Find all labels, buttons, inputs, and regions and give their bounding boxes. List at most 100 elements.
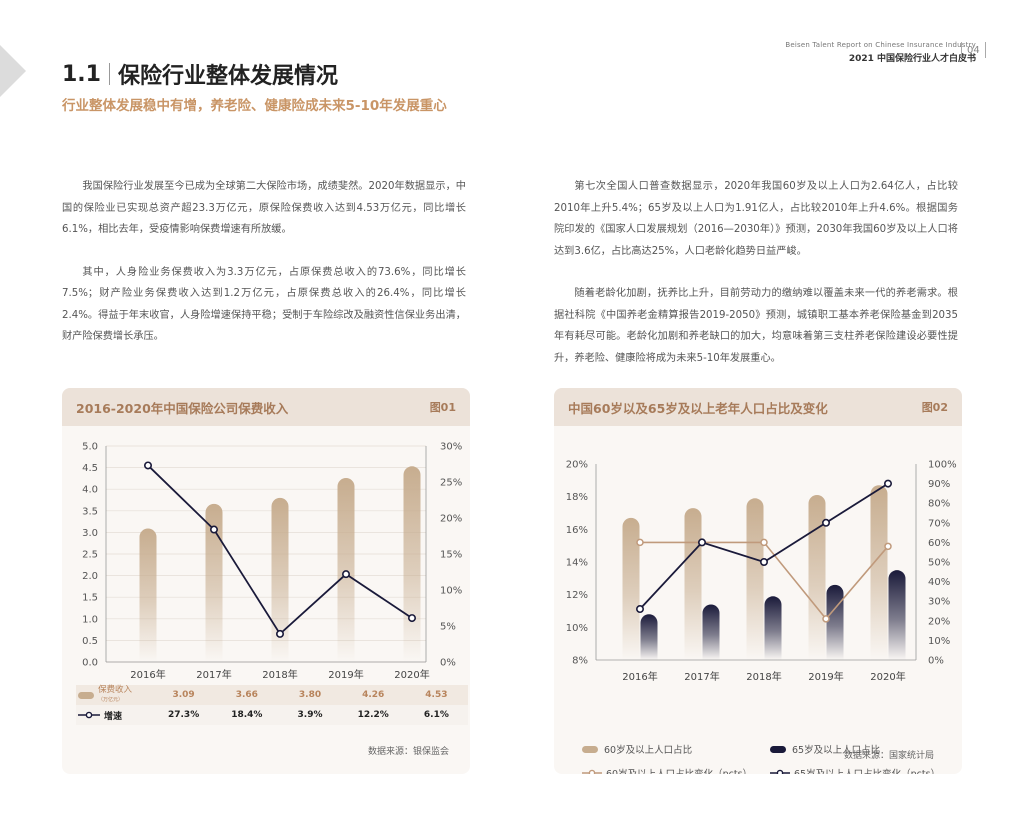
figure-1-chart: 5.0 4.5 4.0 3.5 3.0 2.5 2.0 1.5 1.0 0.5 0.0 30% 25% 2… <box>82 442 462 682</box>
y-tick-label: 20% <box>566 460 588 471</box>
divider <box>984 42 986 58</box>
bar-65 <box>702 604 720 660</box>
y-tick-label: 18% <box>566 492 588 503</box>
legend-swatch <box>582 745 598 753</box>
report-header: Beisen Talent Report on Chinese Insuranc… <box>785 41 976 64</box>
bar-60 <box>746 498 764 660</box>
line-65-point <box>883 479 892 488</box>
x-tick-label: 2019年 <box>328 668 363 681</box>
y2-tick-label: 40% <box>928 577 950 588</box>
bar-60 <box>684 508 702 660</box>
y2-tick-label: 50% <box>928 558 950 569</box>
bar <box>139 528 157 662</box>
line-swatch-icon <box>582 769 602 774</box>
figure-1-source: 数据来源：银保监会 <box>368 747 450 757</box>
legend-item: 65岁及以上人口占比变化（pcts） <box>770 766 940 774</box>
figure-2-header: 中国60岁以及65岁及以上老年人口占比及变化 图02 <box>554 388 962 426</box>
y2-tick-label: 70% <box>928 518 950 529</box>
figure-2-source: 数据来源：国家统计局 <box>844 751 935 761</box>
line-65-point <box>636 605 645 614</box>
x-tick-label: 2020年 <box>870 670 905 683</box>
y2-tick-label: 30% <box>440 442 462 453</box>
report-title-en: Beisen Talent Report on Chinese Insuranc… <box>785 41 976 49</box>
page-number: 04 <box>956 42 991 58</box>
table-cell: 4.26 <box>362 690 385 700</box>
y-tick-label: 12% <box>566 590 588 601</box>
corner-decoration <box>0 45 26 97</box>
figure-1-table: 保费收入 （万亿元） 3.09 3.66 3.80 4.26 4.53 增速 2… <box>76 685 468 725</box>
line-65-point <box>698 538 707 547</box>
table-cell: 18.4% <box>231 710 263 720</box>
y2-tick-label: 100% <box>928 460 957 471</box>
x-tick-label: 2017年 <box>684 670 719 683</box>
paragraph: 第七次全国人口普查数据显示，2020年我国60岁及以上人口为2.64亿人，占比较… <box>554 181 958 257</box>
table-cell: 4.53 <box>425 690 448 700</box>
line-60-point <box>822 615 830 623</box>
line-60-point <box>884 542 892 551</box>
bar <box>271 497 289 662</box>
page-number-text: 04 <box>967 44 980 56</box>
growth-point <box>341 570 350 579</box>
x-tick-label: 2016年 <box>130 668 165 681</box>
divider <box>961 42 962 58</box>
growth-label: 增速 <box>104 711 123 722</box>
line-65-point <box>760 558 769 567</box>
section-heading: 1.1 保险行业整体发展情况 <box>62 58 338 90</box>
figure-2-label: 图02 <box>921 401 948 414</box>
table-cell: 3.66 <box>235 690 258 700</box>
bar-65 <box>888 570 906 660</box>
line-swatch-icon <box>78 711 100 719</box>
growth-point <box>407 614 416 623</box>
paragraph: 我国保险行业发展至今已成为全球第二大保险市场，成绩斐然。2020年数据显示，中国… <box>62 181 466 235</box>
bar-60 <box>870 485 888 660</box>
y2-tick-label: 20% <box>928 616 950 627</box>
figure-2-card: 中国60岁以及65岁及以上老年人口占比及变化 图02 20% 18% 16% 14% 1… <box>554 388 962 774</box>
figure-2-chart: 20% 18% 16% 14% 12% 10% 8% 100% 90% 80% 70% 60% 50% 4… <box>566 460 957 684</box>
paragraph: 随着老龄化加剧，抚养比上升，目前劳动力的缴纳难以覆盖未来一代的养老需求。根据社科… <box>554 288 958 364</box>
table-cell: 27.3% <box>167 710 200 720</box>
y2-tick-label: 15% <box>440 550 462 561</box>
line-65-point <box>821 518 830 527</box>
figure-1-label: 图01 <box>429 401 456 414</box>
legend-item: 60岁及以上人口占比变化（pcts） <box>582 766 752 774</box>
y-tick-label: 1.0 <box>82 614 98 625</box>
legend-swatch <box>770 745 786 753</box>
y2-tick-label: 25% <box>440 478 462 489</box>
premium-label: 保费收入 <box>98 684 133 695</box>
figure-1-card: 2016-2020年中国保险公司保费收入 图01 5.0 4.5 4.0 3.5 3.0… <box>62 388 470 774</box>
y2-tick-label: 20% <box>440 514 462 525</box>
y2-tick-label: 10% <box>440 586 462 597</box>
x-tick-label: 2018年 <box>262 668 297 681</box>
report-title-cn: 2021 中国保险行业人才白皮书 <box>848 54 976 64</box>
growth-point <box>210 525 219 534</box>
bar-60 <box>622 517 640 660</box>
growth-key: 增速 <box>76 709 152 722</box>
y-tick-label: 4.0 <box>82 485 98 496</box>
section-number: 1.1 <box>62 61 101 87</box>
table-row-growth: 增速 27.3% 18.4% 3.9% 12.2% 6.1% <box>76 705 468 725</box>
y2-tick-label: 90% <box>928 479 950 490</box>
growth-point <box>144 461 153 470</box>
section-subtitle: 行业整体发展稳中有增，养老险、健康险成未来5-10年发展重心 <box>62 98 447 114</box>
y2-tick-label: 0% <box>928 656 944 667</box>
line-60 <box>640 541 889 621</box>
table-cell: 3.09 <box>172 690 195 700</box>
y2-tick-label: 10% <box>928 636 950 647</box>
y2-tick-label: 80% <box>928 499 950 510</box>
table-cell: 12.2% <box>357 710 389 720</box>
legend-label: 65岁及以上人口占比 <box>792 745 881 756</box>
figure-2-title: 中国60岁以及65岁及以上老年人口占比及变化 <box>568 400 828 416</box>
bar <box>403 466 421 662</box>
bar-65 <box>640 614 658 660</box>
table-cell: 6.1% <box>423 710 449 720</box>
bar-65 <box>764 596 782 660</box>
table-cell: 3.80 <box>298 690 322 700</box>
line-60-point <box>636 538 644 547</box>
figure-1-title: 2016-2020年中国保险公司保费收入 <box>76 400 289 416</box>
paragraph: 其中，人身险业务保费收入为3.3万亿元，占原保费总收入的73.6%，同比增长7.… <box>62 266 466 343</box>
legend-label: 65岁及以上人口占比变化（pcts） <box>794 766 940 774</box>
legend-item: 65岁及以上人口占比 <box>770 742 880 756</box>
premium-key: 保费收入 （万亿元） <box>76 684 152 705</box>
y2-tick-label: 30% <box>928 597 950 608</box>
figure-1-header: 2016-2020年中国保险公司保费收入 图01 <box>62 388 470 426</box>
